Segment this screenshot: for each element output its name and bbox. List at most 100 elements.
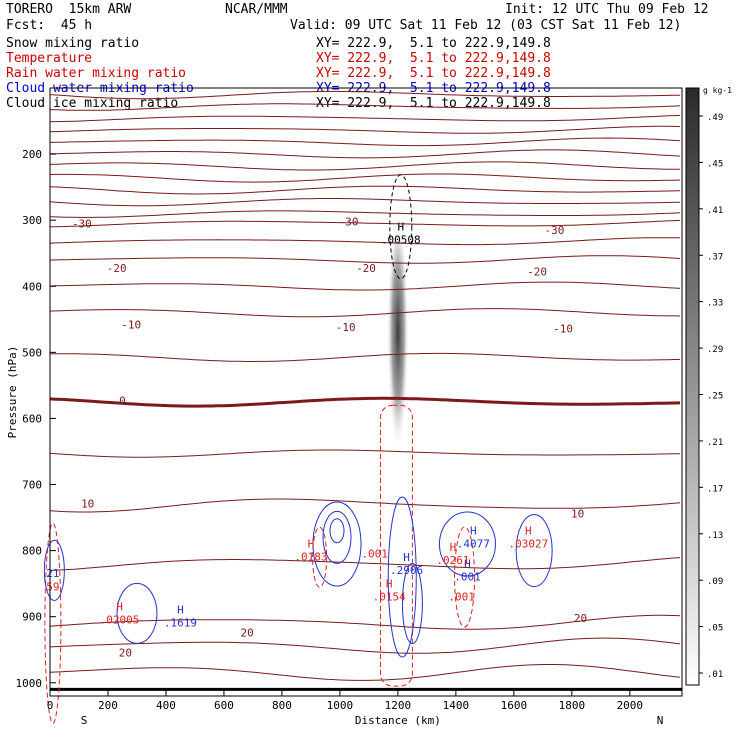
edge-label: 59 bbox=[46, 580, 59, 593]
legend-rain-label: Rain water mixing ratio bbox=[6, 66, 187, 81]
valid-time: Valid: 09 UTC Sat 11 Feb 12 (03 CST Sat … bbox=[290, 18, 682, 33]
rain-contour bbox=[379, 404, 413, 687]
isotherm-label: -30 bbox=[72, 217, 92, 230]
cloud-water-contour bbox=[438, 511, 496, 577]
maximum-mark: H bbox=[464, 557, 471, 570]
center-name: NCAR/MMM bbox=[225, 2, 288, 17]
north-label: N bbox=[657, 714, 664, 727]
south-label: S bbox=[81, 714, 88, 727]
isotherm-label: -20 bbox=[356, 262, 376, 275]
model-title: TORERO 15km ARW bbox=[6, 2, 132, 17]
isotherm-line bbox=[49, 308, 681, 318]
plot-frame bbox=[49, 87, 683, 697]
colorbar-tick-label: .17 bbox=[707, 484, 723, 494]
isotherm-line bbox=[49, 185, 681, 195]
x-tick-label: 1600 bbox=[501, 699, 528, 712]
isotherm-line bbox=[49, 614, 681, 630]
x-tick-label: 1200 bbox=[385, 699, 412, 712]
x-tick-label: 1000 bbox=[327, 699, 354, 712]
legend-temp-xy: XY= 222.9, 5.1 to 222.9,149.8 bbox=[316, 51, 551, 66]
cloud-water-contour bbox=[43, 539, 65, 601]
isotherm-label: 10 bbox=[81, 498, 94, 511]
legend-snow-xy: XY= 222.9, 5.1 to 222.9,149.8 bbox=[316, 36, 551, 51]
cloud-water-contour bbox=[312, 501, 362, 587]
y-tick-label: 1000 bbox=[16, 677, 43, 690]
colorbar-tick-label: .37 bbox=[707, 252, 723, 262]
maximum-mark: H bbox=[525, 524, 532, 537]
x-tick-label: 800 bbox=[272, 699, 292, 712]
y-tick-label: 400 bbox=[22, 280, 42, 293]
cloud-water-contour bbox=[387, 496, 417, 658]
colorbar-tick-label: .33 bbox=[707, 299, 723, 309]
rain-contour bbox=[454, 526, 476, 628]
isotherm-line bbox=[49, 125, 681, 134]
isotherm-line bbox=[49, 219, 681, 228]
x-tick-label: 1400 bbox=[443, 699, 470, 712]
colorbar-tick-label: .13 bbox=[707, 531, 723, 541]
rain-contour bbox=[312, 526, 328, 588]
maximum-value: .02005 bbox=[100, 613, 140, 626]
init-time: Init: 12 UTC Thu 09 Feb 12 bbox=[505, 2, 709, 17]
isotherm-line bbox=[49, 149, 681, 159]
isotherm-label: -20 bbox=[527, 266, 547, 279]
isotherm-label: -10 bbox=[553, 323, 573, 336]
maximum-mark: H bbox=[397, 220, 404, 233]
maximum-value: .1619 bbox=[164, 617, 197, 630]
edge-label: 21 bbox=[46, 567, 59, 580]
maximum-value: .001 bbox=[448, 590, 475, 603]
isotherm-line bbox=[49, 352, 681, 362]
isotherm-label: -10 bbox=[121, 319, 141, 332]
isotherm-label: 0 bbox=[119, 395, 126, 408]
legend-temp-label: Temperature bbox=[6, 51, 93, 66]
y-tick-label: 900 bbox=[22, 611, 42, 624]
maximum-value: .001 bbox=[361, 547, 388, 560]
cloud-water-contour bbox=[116, 582, 158, 644]
rain-contour bbox=[44, 522, 62, 724]
colorbar-tick-label: .41 bbox=[707, 206, 723, 216]
maximum-value: .001 bbox=[454, 570, 481, 583]
x-tick-label: 0 bbox=[47, 699, 54, 712]
maximum-value: .0183 bbox=[294, 551, 327, 564]
y-tick-label: 300 bbox=[22, 214, 42, 227]
isotherm-line bbox=[49, 449, 681, 458]
colorbar-tick-label: .45 bbox=[707, 159, 723, 169]
isotherm-label: -30 bbox=[545, 224, 565, 237]
isotherm-line bbox=[49, 281, 681, 291]
isotherm-line bbox=[49, 161, 681, 171]
colorbar-unit: g kg-1 bbox=[703, 86, 732, 95]
snow-plume bbox=[386, 212, 409, 453]
isotherm-label: -10 bbox=[336, 321, 356, 334]
isotherm-line bbox=[49, 103, 681, 111]
isotherm-line bbox=[49, 90, 681, 100]
isotherm-label: 20 bbox=[119, 646, 132, 659]
maximum-value: .03027 bbox=[508, 537, 548, 550]
cloud-water-contour bbox=[515, 514, 553, 588]
maximum-value: .4077 bbox=[457, 537, 490, 550]
x-tick-label: 600 bbox=[214, 699, 234, 712]
x-tick-label: 1800 bbox=[559, 699, 586, 712]
cloud-water-contour bbox=[401, 562, 423, 644]
maximum-mark: H bbox=[470, 524, 477, 537]
maximum-mark: H bbox=[116, 600, 123, 613]
forecast-hour: Fcst: 45 h bbox=[6, 18, 93, 33]
colorbar-tick-label: .05 bbox=[707, 624, 723, 634]
y-axis-title: Pressure (hPa) bbox=[6, 346, 19, 439]
isotherm-line bbox=[49, 137, 681, 147]
isotherm-line bbox=[49, 114, 681, 123]
cloud-water-contour bbox=[329, 518, 345, 544]
isotherm-label: -20 bbox=[107, 262, 127, 275]
legend-snow-label: Snow mixing ratio bbox=[6, 36, 140, 51]
colorbar-tick-label: .01 bbox=[707, 670, 723, 680]
isotherm-label: -30 bbox=[339, 215, 359, 228]
ice-contour bbox=[389, 174, 413, 280]
isotherm-line bbox=[49, 637, 681, 654]
isotherm-line bbox=[49, 498, 681, 513]
isotherm-label: 20 bbox=[241, 627, 254, 640]
legend-ice-label: Cloud ice mixing ratio bbox=[6, 96, 179, 111]
colorbar-tick-label: .09 bbox=[707, 577, 723, 587]
x-axis-title: Distance (km) bbox=[355, 714, 441, 727]
colorbar bbox=[685, 87, 700, 686]
colorbar-tick-label: .25 bbox=[707, 392, 723, 402]
x-tick-label: 400 bbox=[156, 699, 176, 712]
